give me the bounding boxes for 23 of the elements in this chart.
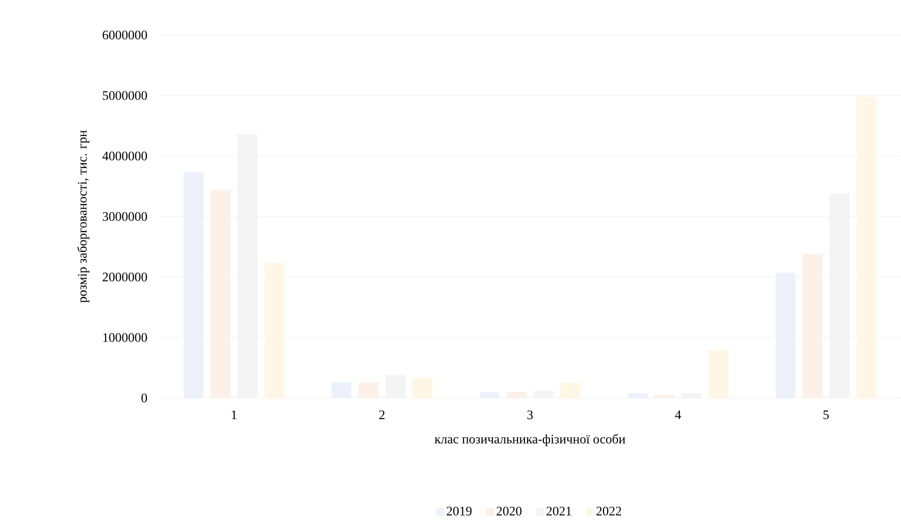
y-tick-label: 0 xyxy=(142,394,147,402)
x-tick-label: 5 xyxy=(824,410,829,420)
x-tick-label: 4 xyxy=(675,410,682,420)
x-tick-label: 2 xyxy=(379,410,385,420)
bar xyxy=(412,378,433,398)
x-axis-title: клас позичальника-фізичної особи xyxy=(434,434,626,446)
y-tick-label: 4000000 xyxy=(102,152,147,160)
y-tick-label: 1000000 xyxy=(103,333,147,342)
x-tick-label: 1 xyxy=(232,410,236,420)
bar xyxy=(856,96,877,398)
y-tick-label: 3000000 xyxy=(102,212,147,221)
legend-label: 2020 xyxy=(496,506,522,516)
y-tick-label: 2000000 xyxy=(102,272,147,282)
legend-label: 2019 xyxy=(446,506,472,516)
bar xyxy=(264,263,285,398)
legend-label: 2022 xyxy=(596,506,622,516)
y-axis-title: розмір заборгованості, тис. грн xyxy=(77,130,90,303)
legend-label: 2021 xyxy=(546,506,572,516)
y-tick-label: 6000000 xyxy=(102,30,147,40)
y-tick-label: 5000000 xyxy=(102,91,147,100)
bar xyxy=(560,382,581,398)
x-tick-label: 3 xyxy=(527,410,533,420)
bar xyxy=(708,350,729,398)
